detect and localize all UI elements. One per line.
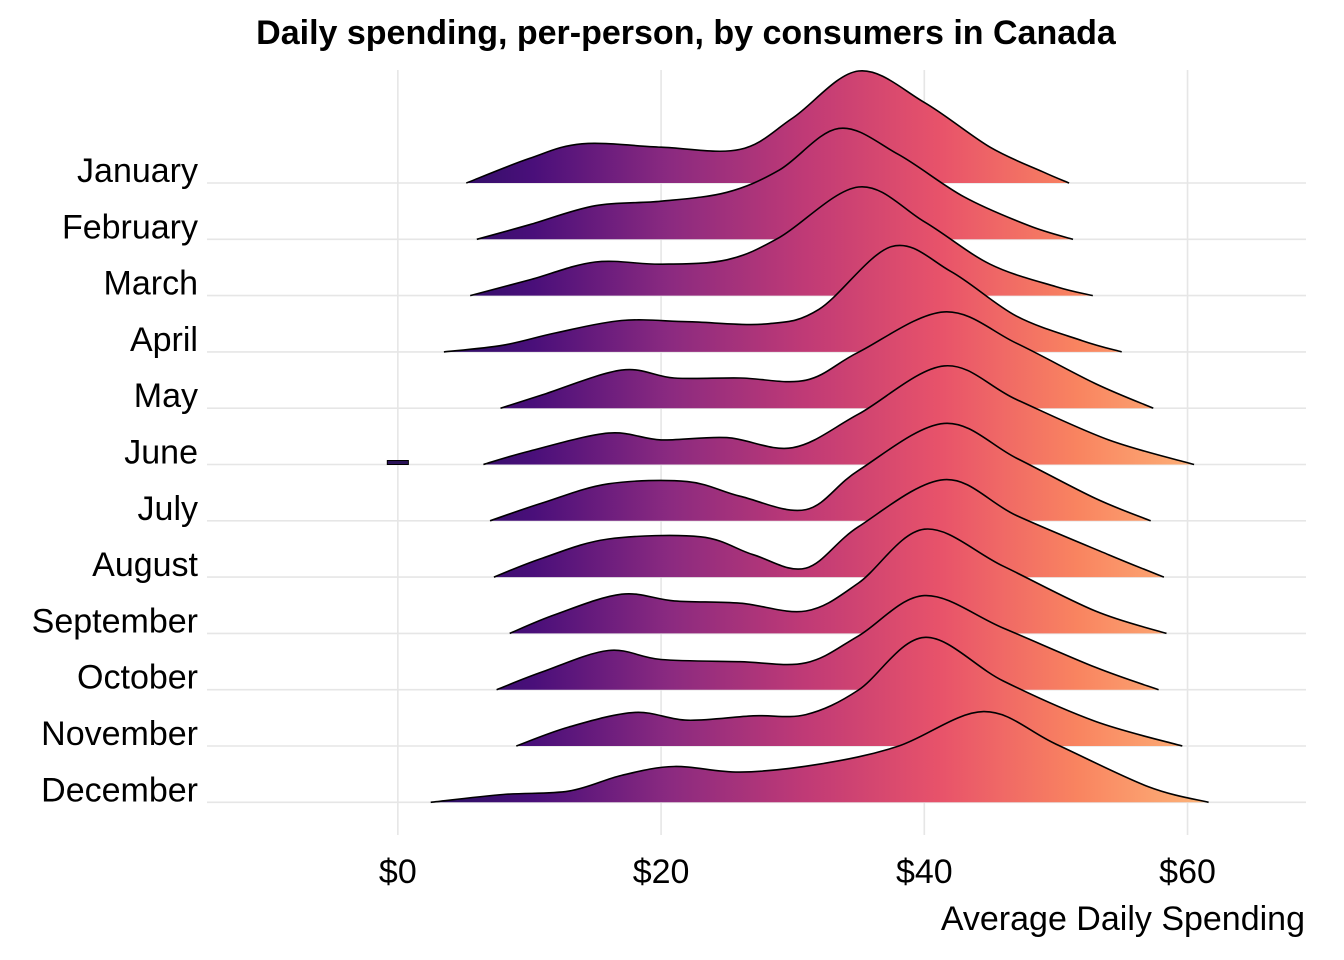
x-tick-label: $60 — [1159, 853, 1216, 891]
ridge-area-september — [509, 528, 1167, 634]
ridge-area-june — [483, 365, 1195, 465]
y-tick-label-november: November — [41, 715, 198, 753]
y-tick-label-december: December — [41, 771, 198, 809]
y-tick-label-march: March — [104, 265, 198, 303]
chart-title: Daily spending, per-person, by consumers… — [256, 14, 1116, 52]
ridge-line-april — [443, 244, 1122, 353]
x-tick-label: $40 — [896, 853, 953, 891]
x-tick-labels: $0 $20 $40 $60 — [379, 853, 1216, 891]
y-tick-label-october: October — [77, 659, 198, 697]
ridge-area-november — [516, 637, 1183, 746]
ridge-area-october — [496, 595, 1159, 690]
ridge-area-january — [466, 70, 1070, 183]
ridge-line-october — [496, 594, 1159, 691]
ridge-line-november — [516, 636, 1183, 747]
x-axis-title: Average Daily Spending — [941, 900, 1305, 938]
ridge-line-may — [500, 311, 1154, 409]
ridge-line-september — [509, 528, 1167, 635]
ridge-line-march — [469, 186, 1093, 297]
ridge-line-december — [430, 710, 1209, 804]
y-tick-label-january: January — [77, 152, 198, 190]
y-tick-label-february: February — [62, 208, 198, 246]
y-tick-label-april: April — [130, 321, 198, 359]
ridge-line-july — [489, 422, 1151, 522]
ridge-area-december — [430, 711, 1209, 803]
ridge-line-january — [466, 70, 1070, 184]
ridge-line-june — [483, 365, 1195, 466]
y-tick-label-june: June — [124, 434, 198, 472]
ridges — [386, 70, 1209, 804]
y-tick-label-september: September — [32, 602, 198, 640]
x-tick-label: $0 — [379, 853, 417, 891]
y-tick-label-august: August — [92, 546, 198, 584]
ridge-line-february — [476, 127, 1074, 241]
y-tick-label-may: May — [134, 377, 198, 415]
y-tick-labels: January February March April May June July Augu… — [32, 152, 199, 809]
x-tick-label: $20 — [633, 853, 690, 891]
outlier-mark-june — [386, 460, 409, 465]
ridge-line-august — [493, 478, 1165, 578]
ridge-area-february — [476, 128, 1073, 240]
y-tick-label-july: July — [138, 490, 198, 528]
